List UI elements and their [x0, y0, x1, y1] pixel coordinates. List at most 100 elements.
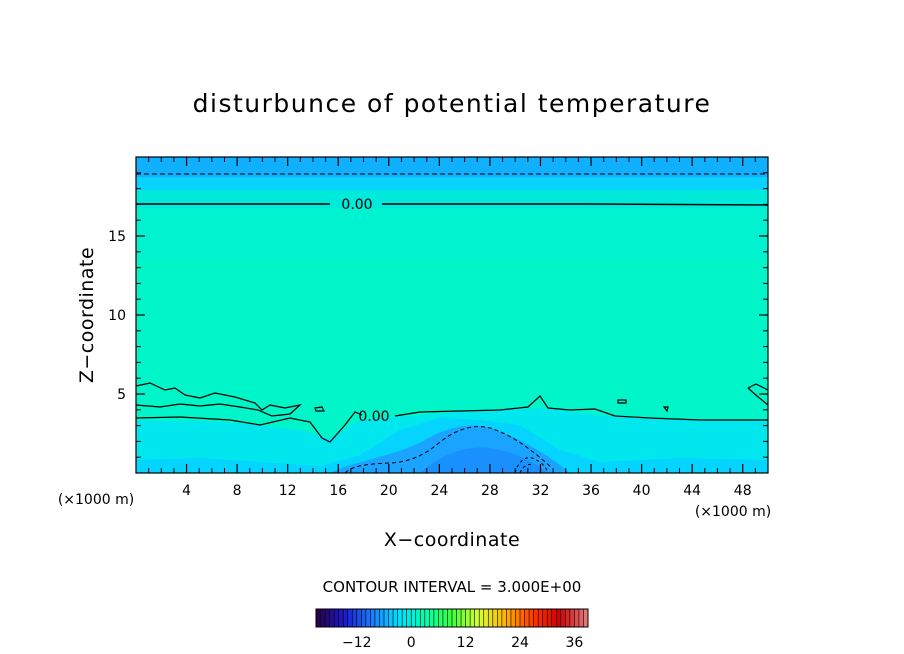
colorbar-tick-label: 0 [407, 635, 416, 651]
colorbar-cell [515, 609, 521, 627]
colorbar-cell [343, 609, 349, 627]
colorbar-cell [370, 609, 376, 627]
colorbar-cell [574, 609, 580, 627]
colorbar-cell [520, 609, 526, 627]
colorbar-cell [365, 609, 371, 627]
colorbar-cell [583, 609, 589, 627]
colorbar-cell [565, 609, 571, 627]
colorbar-tick-labels: −12 0 12 24 36 [342, 635, 583, 651]
colorbar-cell [510, 609, 516, 627]
colorbar-cell [447, 609, 453, 627]
x-tick-label: 12 [279, 483, 297, 499]
x-unit-label: (×1000 m) [695, 504, 771, 520]
colorbar-cell [338, 609, 344, 627]
colorbar-cell [452, 609, 458, 627]
colorbar-cell [438, 609, 444, 627]
colorbar-frame [315, 608, 589, 628]
x-tick-label: 16 [329, 483, 347, 499]
colorbar-cell [560, 609, 566, 627]
minor-ticks [136, 157, 768, 473]
contour-dashed-dome [344, 426, 553, 474]
colorbar [315, 609, 589, 627]
colorbar-cell [506, 609, 512, 627]
colorbar-cell [356, 609, 362, 627]
colorbar-cell [329, 609, 335, 627]
colorbar-cell [497, 609, 503, 627]
x-tick-label: 4 [182, 483, 191, 499]
major-ticks [136, 157, 768, 473]
colorbar-cell [456, 609, 462, 627]
colorbar-cell [352, 609, 358, 627]
colorbar-cell [474, 609, 480, 627]
colorbar-cell [470, 609, 476, 627]
contour-zero-lower [135, 395, 768, 443]
colorbar-cell [556, 609, 562, 627]
field-upper-mid [136, 208, 768, 258]
x-tick-label: 36 [582, 483, 600, 499]
x-tick-label: 44 [683, 483, 701, 499]
y-tick-label: 5 [117, 387, 126, 403]
colorbar-cell [465, 609, 471, 627]
colorbar-cell [388, 609, 394, 627]
colorbar-cell [415, 609, 421, 627]
y-tick-labels: 5 10 15 [108, 229, 126, 403]
y-tick-label: 10 [108, 308, 126, 324]
plot-area: 0.00 0.00 [135, 156, 769, 474]
colorbar-cell [433, 609, 439, 627]
y-unit-label: (×1000 m) [58, 492, 134, 508]
colorbar-cell [551, 609, 557, 627]
y-tick-label: 15 [108, 229, 126, 245]
colorbar-cell [397, 609, 403, 627]
x-tick-label: 48 [734, 483, 752, 499]
colorbar-cell [488, 609, 494, 627]
field-top-band [136, 157, 768, 177]
colorbar-cell [547, 609, 553, 627]
colorbar-cell [492, 609, 498, 627]
colorbar-cell [524, 609, 530, 627]
x-tick-label: 8 [233, 483, 242, 499]
x-tick-label: 24 [430, 483, 448, 499]
colorbar-tick-label: 24 [511, 635, 529, 651]
colorbar-tick-label: 36 [565, 635, 583, 651]
colorbar-cell [483, 609, 489, 627]
colorbar-cell [538, 609, 544, 627]
colorbar-cell [429, 609, 435, 627]
colorbar-cell [533, 609, 539, 627]
x-tick-label: 40 [633, 483, 651, 499]
colorbar-cell [325, 609, 331, 627]
colorbar-cell [402, 609, 408, 627]
colorbar-cell [542, 609, 548, 627]
colorbar-cell [393, 609, 399, 627]
contour-dashed-inner [514, 457, 549, 474]
colorbar-cell [361, 609, 367, 627]
colorbar-cell [461, 609, 467, 627]
contour-interval: CONTOUR INTERVAL = 3.000E+00 [323, 578, 582, 596]
colorbar-cell [406, 609, 412, 627]
colorbar-cell [374, 609, 380, 627]
colorbar-cell [316, 609, 322, 627]
field-cold-core [420, 447, 548, 473]
contour-label-lower: 0.00 [358, 409, 389, 425]
chart-title: disturbunce of potential temperature [193, 89, 712, 118]
x-tick-labels: 4 8 12 16 20 24 28 32 36 40 44 48 [182, 483, 752, 499]
field-upper-band-2 [136, 190, 768, 208]
colorbar-tick-label: −12 [342, 635, 372, 651]
contour-small-blobs [314, 383, 769, 413]
y-axis-label: Z−coordinate [76, 247, 98, 383]
colorbar-cell [424, 609, 430, 627]
colorbar-cell [420, 609, 426, 627]
colorbar-cell [479, 609, 485, 627]
contour-ragged-upper [135, 382, 303, 417]
colorbar-cell [320, 609, 326, 627]
colorbar-cell [379, 609, 385, 627]
contour-label-upper: 0.00 [341, 197, 372, 213]
colorbar-cell [334, 609, 340, 627]
colorbar-cell [442, 609, 448, 627]
colorbar-cell [569, 609, 575, 627]
x-tick-label: 20 [380, 483, 398, 499]
colorbar-cell [384, 609, 390, 627]
colorbar-cell [578, 609, 584, 627]
colorbar-cell [501, 609, 507, 627]
colorbar-cell [529, 609, 535, 627]
